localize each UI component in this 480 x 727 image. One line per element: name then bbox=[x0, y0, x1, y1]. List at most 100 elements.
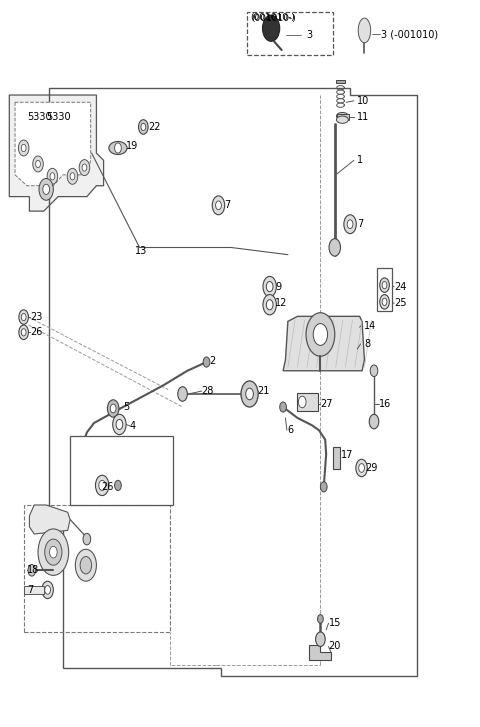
Polygon shape bbox=[283, 316, 364, 371]
Circle shape bbox=[329, 238, 340, 256]
Circle shape bbox=[113, 414, 126, 435]
Text: 15: 15 bbox=[328, 618, 341, 628]
Circle shape bbox=[203, 357, 210, 367]
Text: (001010-): (001010-) bbox=[251, 15, 296, 23]
Circle shape bbox=[39, 178, 53, 200]
Circle shape bbox=[83, 534, 91, 545]
Circle shape bbox=[96, 475, 109, 496]
Circle shape bbox=[21, 329, 26, 336]
Text: 27: 27 bbox=[321, 399, 333, 409]
Bar bbox=[336, 80, 345, 84]
Text: 5330: 5330 bbox=[27, 112, 52, 122]
Circle shape bbox=[18, 140, 29, 156]
Ellipse shape bbox=[109, 142, 127, 155]
Circle shape bbox=[299, 396, 306, 408]
Circle shape bbox=[382, 298, 387, 305]
Circle shape bbox=[212, 196, 225, 214]
Ellipse shape bbox=[336, 113, 348, 120]
Ellipse shape bbox=[336, 116, 348, 124]
Circle shape bbox=[42, 581, 53, 598]
Circle shape bbox=[241, 381, 258, 407]
Circle shape bbox=[75, 550, 96, 581]
Circle shape bbox=[141, 124, 146, 131]
Text: 19: 19 bbox=[126, 141, 138, 150]
Text: 29: 29 bbox=[365, 463, 378, 473]
Circle shape bbox=[263, 15, 280, 41]
Circle shape bbox=[45, 539, 62, 565]
Circle shape bbox=[70, 173, 75, 180]
Circle shape bbox=[321, 482, 327, 492]
Text: 14: 14 bbox=[364, 321, 377, 331]
Text: 10: 10 bbox=[357, 96, 370, 106]
Text: 2: 2 bbox=[209, 356, 215, 366]
Circle shape bbox=[266, 281, 273, 292]
Circle shape bbox=[49, 547, 57, 558]
Text: 8: 8 bbox=[364, 339, 371, 349]
Circle shape bbox=[45, 585, 50, 594]
Text: 5330: 5330 bbox=[46, 112, 71, 122]
Text: 3 (-001010): 3 (-001010) bbox=[381, 29, 438, 39]
Circle shape bbox=[115, 481, 121, 491]
Bar bbox=[377, 268, 392, 311]
Text: 23: 23 bbox=[30, 312, 43, 322]
Circle shape bbox=[263, 294, 276, 315]
Circle shape bbox=[82, 164, 87, 172]
Text: 7: 7 bbox=[357, 219, 363, 229]
Circle shape bbox=[382, 281, 387, 289]
Circle shape bbox=[263, 276, 276, 297]
Circle shape bbox=[116, 419, 123, 430]
Polygon shape bbox=[15, 103, 91, 185]
Circle shape bbox=[80, 556, 92, 574]
Circle shape bbox=[110, 404, 116, 413]
Text: 18: 18 bbox=[27, 566, 39, 575]
Text: 28: 28 bbox=[202, 386, 214, 396]
Circle shape bbox=[280, 402, 287, 412]
Polygon shape bbox=[9, 95, 104, 211]
Circle shape bbox=[369, 414, 379, 429]
Text: 25: 25 bbox=[394, 298, 407, 308]
Text: 22: 22 bbox=[148, 122, 161, 132]
Polygon shape bbox=[358, 18, 371, 43]
Text: 20: 20 bbox=[328, 641, 341, 651]
Circle shape bbox=[347, 220, 353, 228]
Circle shape bbox=[359, 464, 364, 473]
Circle shape bbox=[139, 120, 148, 134]
Circle shape bbox=[318, 614, 323, 623]
Circle shape bbox=[108, 400, 119, 417]
Circle shape bbox=[50, 173, 55, 180]
Text: 26: 26 bbox=[101, 482, 114, 492]
Circle shape bbox=[43, 184, 49, 194]
Circle shape bbox=[19, 325, 28, 340]
Circle shape bbox=[38, 529, 69, 575]
Circle shape bbox=[21, 145, 26, 152]
Text: 5: 5 bbox=[123, 402, 130, 412]
Circle shape bbox=[178, 387, 187, 401]
Circle shape bbox=[99, 481, 106, 491]
Circle shape bbox=[370, 365, 378, 377]
Bar bbox=[336, 114, 348, 120]
Circle shape bbox=[19, 310, 28, 324]
Bar bbox=[333, 447, 339, 469]
Circle shape bbox=[79, 160, 90, 175]
Polygon shape bbox=[29, 505, 70, 534]
Polygon shape bbox=[310, 645, 331, 659]
Text: 26: 26 bbox=[30, 327, 43, 337]
Text: 4: 4 bbox=[130, 421, 136, 431]
Circle shape bbox=[36, 161, 40, 168]
Circle shape bbox=[28, 564, 36, 576]
Circle shape bbox=[33, 156, 43, 172]
Circle shape bbox=[313, 324, 327, 345]
Text: 12: 12 bbox=[276, 298, 288, 308]
Circle shape bbox=[47, 169, 58, 184]
Circle shape bbox=[306, 313, 335, 356]
Circle shape bbox=[266, 300, 273, 310]
Circle shape bbox=[115, 143, 121, 153]
Text: 3: 3 bbox=[306, 30, 312, 40]
Text: 9: 9 bbox=[276, 281, 282, 292]
Text: (001010-): (001010-) bbox=[251, 13, 295, 22]
Text: 7: 7 bbox=[225, 201, 231, 210]
Text: 16: 16 bbox=[379, 399, 391, 409]
Bar bbox=[298, 393, 318, 411]
Bar bbox=[24, 586, 44, 593]
Bar bbox=[70, 436, 173, 505]
